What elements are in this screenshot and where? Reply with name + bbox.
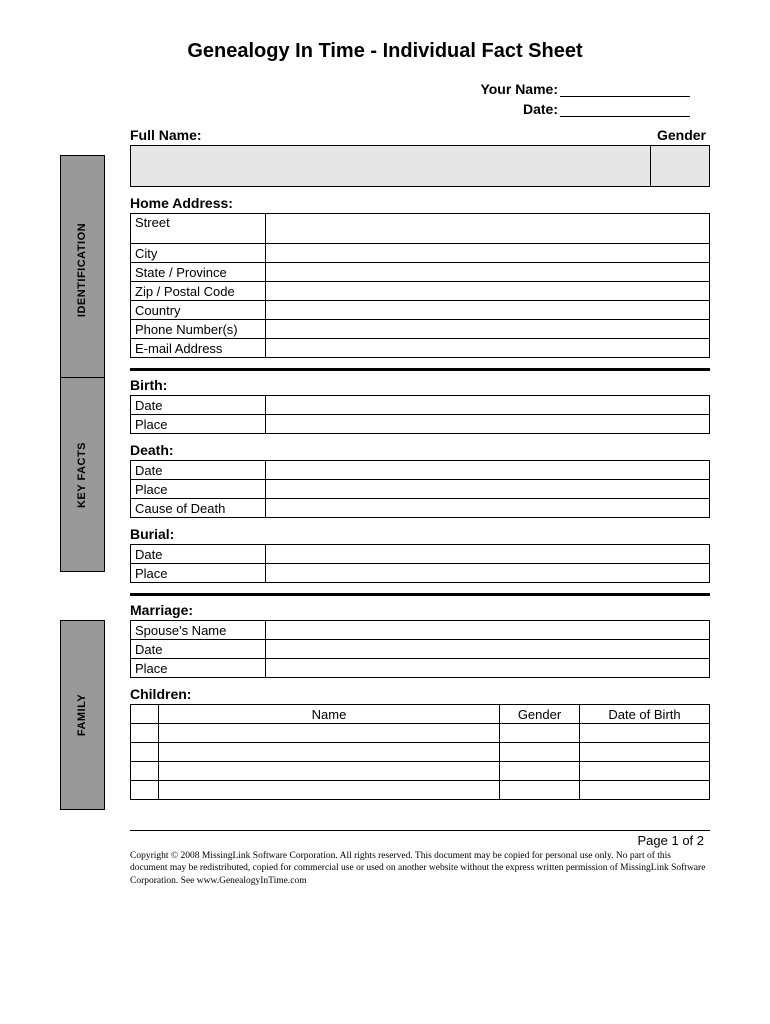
family-side-label: FAMILY — [60, 620, 105, 810]
marriage-table: Spouse's Name Date Place — [130, 620, 710, 678]
death-label: Death: — [130, 442, 710, 458]
marriage-label: Marriage: — [130, 602, 710, 618]
death-date-value — [266, 461, 710, 480]
city-value — [266, 244, 710, 263]
zip-label: Zip / Postal Code — [131, 282, 266, 301]
family-section: FAMILY Marriage: Spouse's Name Date Plac… — [60, 602, 710, 800]
burial-place-label: Place — [131, 564, 266, 583]
email-value — [266, 339, 710, 358]
your-name-line — [560, 96, 690, 97]
date-line — [560, 116, 690, 117]
birth-place-value — [266, 415, 710, 434]
full-name-cell — [131, 146, 651, 186]
name-gender-box — [130, 145, 710, 187]
children-dob-cell — [580, 781, 710, 800]
spouse-label: Spouse's Name — [131, 621, 266, 640]
street-label: Street — [131, 214, 266, 244]
divider-2 — [130, 593, 710, 596]
copyright-text: Copyright © 2008 MissingLink Software Co… — [130, 850, 710, 887]
keyfacts-side-text: KEY FACTS — [77, 441, 89, 507]
country-value — [266, 301, 710, 320]
children-serial-cell — [131, 724, 159, 743]
meta-block: Your Name: Date: — [60, 81, 710, 117]
burial-date-value — [266, 545, 710, 564]
birth-table: Date Place — [130, 395, 710, 434]
burial-table: Date Place — [130, 544, 710, 583]
your-name-label: Your Name: — [480, 81, 558, 97]
marriage-place-label: Place — [131, 659, 266, 678]
children-dob-cell — [580, 724, 710, 743]
death-cause-value — [266, 499, 710, 518]
death-place-label: Place — [131, 480, 266, 499]
keyfacts-section: KEY FACTS Birth: Date Place Death: Date … — [60, 377, 710, 583]
children-row — [131, 724, 710, 743]
birth-date-value — [266, 396, 710, 415]
children-serial-header — [131, 705, 159, 724]
children-name-cell — [159, 743, 500, 762]
identification-side-text: IDENTIFICATION — [77, 223, 89, 317]
page-number: Page 1 of 2 — [130, 833, 710, 848]
burial-date-label: Date — [131, 545, 266, 564]
home-address-label: Home Address: — [130, 195, 710, 211]
state-value — [266, 263, 710, 282]
children-gender-cell — [500, 724, 580, 743]
birth-date-label: Date — [131, 396, 266, 415]
family-side-text: FAMILY — [76, 694, 88, 736]
page-title: Genealogy In Time - Individual Fact Shee… — [60, 40, 710, 63]
country-label: Country — [131, 301, 266, 320]
burial-place-value — [266, 564, 710, 583]
death-date-label: Date — [131, 461, 266, 480]
children-serial-cell — [131, 762, 159, 781]
children-serial-cell — [131, 743, 159, 762]
birth-label: Birth: — [130, 377, 710, 393]
spouse-value — [266, 621, 710, 640]
death-place-value — [266, 480, 710, 499]
children-name-cell — [159, 781, 500, 800]
identification-side-label: IDENTIFICATION — [60, 155, 105, 385]
children-dob-cell — [580, 743, 710, 762]
children-gender-cell — [500, 762, 580, 781]
phone-value — [266, 320, 710, 339]
full-name-label: Full Name: — [130, 127, 202, 143]
children-name-cell — [159, 724, 500, 743]
children-name-header: Name — [159, 705, 500, 724]
zip-value — [266, 282, 710, 301]
children-serial-cell — [131, 781, 159, 800]
children-table: Name Gender Date of Birth — [130, 704, 710, 800]
home-address-table: Street City State / Province Zip / Posta… — [130, 213, 710, 358]
children-gender-cell — [500, 743, 580, 762]
children-dob-header: Date of Birth — [580, 705, 710, 724]
death-cause-label: Cause of Death — [131, 499, 266, 518]
burial-label: Burial: — [130, 526, 710, 542]
divider-1 — [130, 368, 710, 371]
identification-section: IDENTIFICATION Full Name: Gender Home Ad… — [60, 127, 710, 358]
date-label: Date: — [523, 101, 558, 117]
keyfacts-side-label: KEY FACTS — [60, 377, 105, 572]
city-label: City — [131, 244, 266, 263]
children-label: Children: — [130, 686, 710, 702]
children-gender-cell — [500, 781, 580, 800]
marriage-date-value — [266, 640, 710, 659]
phone-label: Phone Number(s) — [131, 320, 266, 339]
children-dob-cell — [580, 762, 710, 781]
state-label: State / Province — [131, 263, 266, 282]
gender-cell — [651, 146, 709, 186]
children-row — [131, 762, 710, 781]
gender-label: Gender — [657, 127, 706, 143]
children-row — [131, 781, 710, 800]
children-row — [131, 743, 710, 762]
birth-place-label: Place — [131, 415, 266, 434]
email-label: E-mail Address — [131, 339, 266, 358]
page-footer: Page 1 of 2 Copyright © 2008 MissingLink… — [130, 830, 710, 887]
street-value — [266, 214, 710, 244]
marriage-date-label: Date — [131, 640, 266, 659]
death-table: Date Place Cause of Death — [130, 460, 710, 518]
children-gender-header: Gender — [500, 705, 580, 724]
marriage-place-value — [266, 659, 710, 678]
children-name-cell — [159, 762, 500, 781]
